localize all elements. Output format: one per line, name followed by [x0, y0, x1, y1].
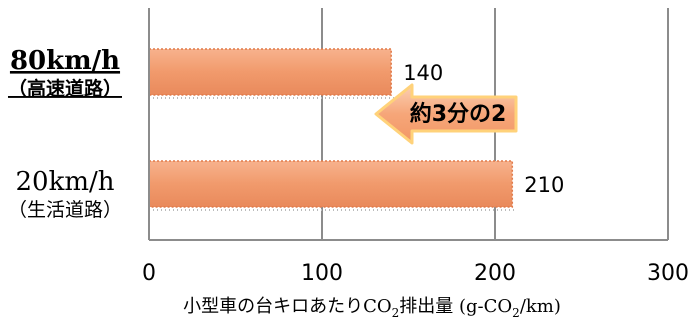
- x-axis-title-subscript-1: 2: [392, 306, 400, 320]
- x-tick-label-300: 300: [647, 261, 689, 286]
- bar-1: [148, 160, 517, 211]
- x-axis-title: 小型車の台キロあたりCO2排出量 (g-CO2/km): [183, 296, 561, 320]
- bars: [148, 48, 517, 211]
- x-axis-title-mid: 排出量 (g-CO: [399, 296, 512, 317]
- category-sublabel-expressway: （高速道路）: [8, 77, 122, 100]
- data-label-0: 140: [403, 61, 443, 85]
- data-label-1: 210: [524, 173, 564, 197]
- bar-rect-1: [148, 160, 514, 208]
- category-sublabel-local-road: （生活道路）: [8, 199, 122, 221]
- callout-text: 約3分の2: [410, 101, 507, 127]
- category-label-80kmh: 80km/h: [10, 46, 120, 76]
- data-labels: 140 210: [403, 61, 564, 197]
- x-axis-title-subscript-2: 2: [512, 306, 520, 320]
- callout-arrow: 約3分の2: [374, 83, 518, 145]
- category-labels: 80km/h （高速道路） 20km/h （生活道路）: [8, 46, 122, 221]
- category-label-20kmh: 20km/h: [16, 167, 115, 197]
- bar-rect-0: [148, 48, 392, 96]
- x-tick-label-100: 100: [301, 261, 343, 286]
- x-tick-label-200: 200: [474, 261, 516, 286]
- axes: [148, 8, 668, 241]
- callout-arrow-shape: [374, 83, 518, 145]
- bar-0: [148, 48, 396, 99]
- x-tick-labels: 0 100 200 300: [142, 261, 689, 286]
- x-axis-title-main: 小型車の台キロあたりCO: [183, 296, 392, 317]
- x-tick-label-0: 0: [142, 261, 156, 286]
- x-axis-title-end: /km): [520, 296, 561, 317]
